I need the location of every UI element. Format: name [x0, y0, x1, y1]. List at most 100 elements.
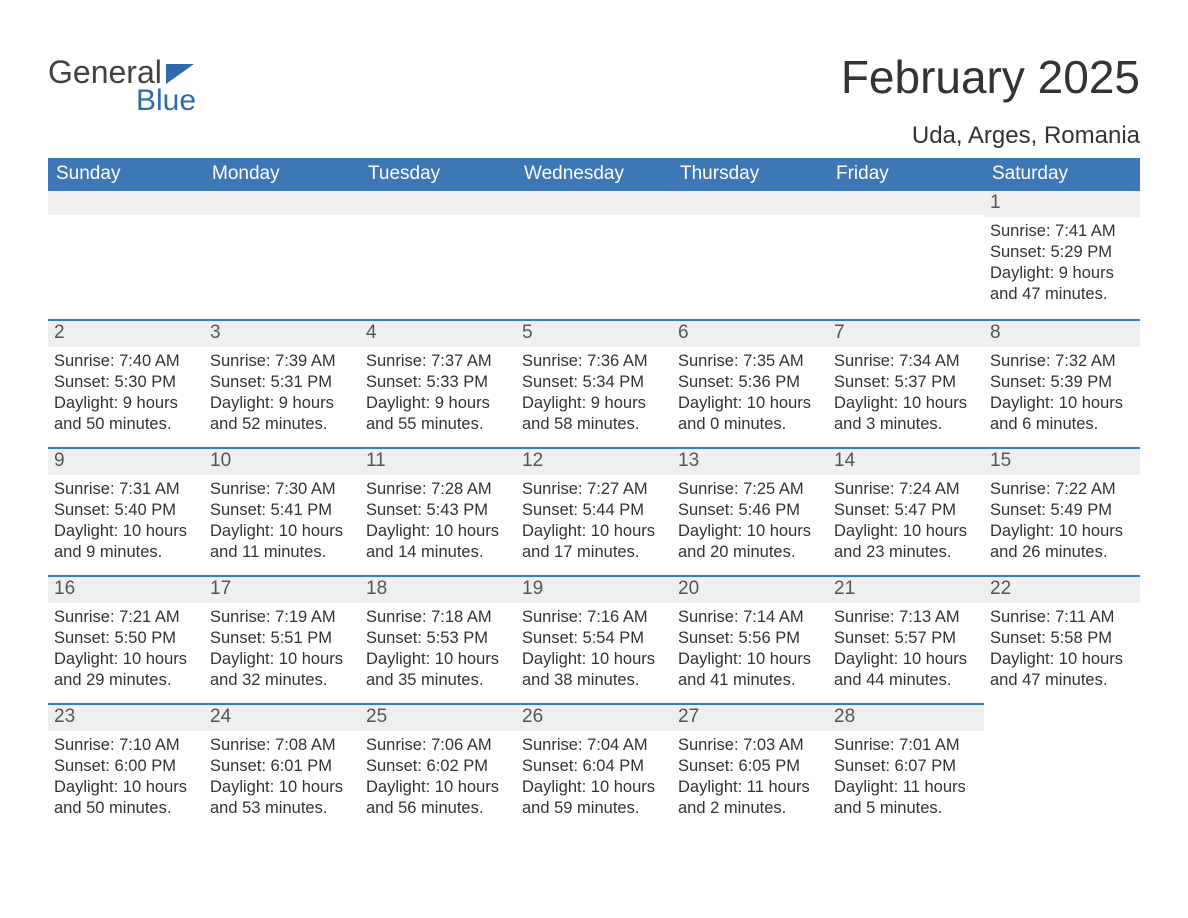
day-number: 19 — [516, 575, 672, 603]
sunrise-line: Sunrise: 7:18 AM — [366, 607, 510, 628]
sunrise-line: Sunrise: 7:04 AM — [522, 735, 666, 756]
daylight-line: Daylight: 10 hours and 32 minutes. — [210, 649, 354, 691]
sunset-line: Sunset: 5:50 PM — [54, 628, 198, 649]
sunset-line: Sunset: 5:29 PM — [990, 242, 1134, 263]
calendar-row: 2Sunrise: 7:40 AMSunset: 5:30 PMDaylight… — [48, 319, 1140, 447]
sunrise-line: Sunrise: 7:37 AM — [366, 351, 510, 372]
daylight-line: Daylight: 10 hours and 41 minutes. — [678, 649, 822, 691]
calendar-cell — [48, 191, 204, 319]
sunset-line: Sunset: 5:44 PM — [522, 500, 666, 521]
day-number: 14 — [828, 447, 984, 475]
sunrise-line: Sunrise: 7:11 AM — [990, 607, 1134, 628]
day-details: Sunrise: 7:41 AMSunset: 5:29 PMDaylight:… — [984, 217, 1140, 307]
sunrise-line: Sunrise: 7:35 AM — [678, 351, 822, 372]
sunrise-line: Sunrise: 7:19 AM — [210, 607, 354, 628]
day-number: 26 — [516, 703, 672, 731]
daylight-line: Daylight: 10 hours and 20 minutes. — [678, 521, 822, 563]
sunset-line: Sunset: 5:58 PM — [990, 628, 1134, 649]
calendar-cell: 17Sunrise: 7:19 AMSunset: 5:51 PMDayligh… — [204, 575, 360, 703]
weekday-header-row: Sunday Monday Tuesday Wednesday Thursday… — [48, 158, 1140, 191]
day-details: Sunrise: 7:11 AMSunset: 5:58 PMDaylight:… — [984, 603, 1140, 693]
day-number: 27 — [672, 703, 828, 731]
daylight-line: Daylight: 9 hours and 52 minutes. — [210, 393, 354, 435]
daylight-line: Daylight: 10 hours and 50 minutes. — [54, 777, 198, 819]
day-details: Sunrise: 7:14 AMSunset: 5:56 PMDaylight:… — [672, 603, 828, 693]
weekday-header: Friday — [828, 158, 984, 191]
calendar-cell: 1Sunrise: 7:41 AMSunset: 5:29 PMDaylight… — [984, 191, 1140, 319]
calendar-cell: 8Sunrise: 7:32 AMSunset: 5:39 PMDaylight… — [984, 319, 1140, 447]
daylight-line: Daylight: 10 hours and 53 minutes. — [210, 777, 354, 819]
daylight-line: Daylight: 10 hours and 44 minutes. — [834, 649, 978, 691]
day-details: Sunrise: 7:21 AMSunset: 5:50 PMDaylight:… — [48, 603, 204, 693]
day-number: 13 — [672, 447, 828, 475]
day-number: 21 — [828, 575, 984, 603]
sunrise-line: Sunrise: 7:41 AM — [990, 221, 1134, 242]
calendar-cell: 23Sunrise: 7:10 AMSunset: 6:00 PMDayligh… — [48, 703, 204, 831]
location: Uda, Arges, Romania — [841, 122, 1140, 150]
daylight-line: Daylight: 11 hours and 5 minutes. — [834, 777, 978, 819]
day-number: 9 — [48, 447, 204, 475]
empty-daynum — [516, 191, 672, 215]
calendar-cell — [204, 191, 360, 319]
day-number: 3 — [204, 319, 360, 347]
sunset-line: Sunset: 5:31 PM — [210, 372, 354, 393]
calendar-cell: 5Sunrise: 7:36 AMSunset: 5:34 PMDaylight… — [516, 319, 672, 447]
day-number: 16 — [48, 575, 204, 603]
day-details: Sunrise: 7:27 AMSunset: 5:44 PMDaylight:… — [516, 475, 672, 565]
sunrise-line: Sunrise: 7:14 AM — [678, 607, 822, 628]
day-number: 1 — [984, 191, 1140, 217]
sunrise-line: Sunrise: 7:16 AM — [522, 607, 666, 628]
empty-daynum — [672, 191, 828, 215]
daylight-line: Daylight: 10 hours and 17 minutes. — [522, 521, 666, 563]
day-number: 7 — [828, 319, 984, 347]
day-number: 22 — [984, 575, 1140, 603]
sunrise-line: Sunrise: 7:06 AM — [366, 735, 510, 756]
sunset-line: Sunset: 5:47 PM — [834, 500, 978, 521]
calendar-row: 23Sunrise: 7:10 AMSunset: 6:00 PMDayligh… — [48, 703, 1140, 831]
day-details: Sunrise: 7:22 AMSunset: 5:49 PMDaylight:… — [984, 475, 1140, 565]
day-number: 5 — [516, 319, 672, 347]
sunrise-line: Sunrise: 7:40 AM — [54, 351, 198, 372]
day-number: 10 — [204, 447, 360, 475]
sunrise-line: Sunrise: 7:39 AM — [210, 351, 354, 372]
sunset-line: Sunset: 5:54 PM — [522, 628, 666, 649]
calendar-cell: 14Sunrise: 7:24 AMSunset: 5:47 PMDayligh… — [828, 447, 984, 575]
sunset-line: Sunset: 5:41 PM — [210, 500, 354, 521]
calendar-cell: 16Sunrise: 7:21 AMSunset: 5:50 PMDayligh… — [48, 575, 204, 703]
day-details: Sunrise: 7:13 AMSunset: 5:57 PMDaylight:… — [828, 603, 984, 693]
calendar-cell: 27Sunrise: 7:03 AMSunset: 6:05 PMDayligh… — [672, 703, 828, 831]
header: General Blue February 2025 Uda, Arges, R… — [48, 50, 1140, 150]
daylight-line: Daylight: 10 hours and 59 minutes. — [522, 777, 666, 819]
day-number: 12 — [516, 447, 672, 475]
day-details: Sunrise: 7:24 AMSunset: 5:47 PMDaylight:… — [828, 475, 984, 565]
title-block: February 2025 Uda, Arges, Romania — [841, 50, 1140, 150]
sunset-line: Sunset: 6:05 PM — [678, 756, 822, 777]
day-number: 11 — [360, 447, 516, 475]
day-number: 2 — [48, 319, 204, 347]
day-details: Sunrise: 7:30 AMSunset: 5:41 PMDaylight:… — [204, 475, 360, 565]
sunset-line: Sunset: 5:39 PM — [990, 372, 1134, 393]
day-number: 18 — [360, 575, 516, 603]
day-number: 20 — [672, 575, 828, 603]
sunset-line: Sunset: 5:30 PM — [54, 372, 198, 393]
sunset-line: Sunset: 6:00 PM — [54, 756, 198, 777]
day-number: 24 — [204, 703, 360, 731]
calendar-cell: 2 Sunrise: 7:40 AMSunset: 5:30 PMDaylight… — [48, 319, 204, 447]
daylight-line: Daylight: 9 hours and 50 minutes. — [54, 393, 198, 435]
sunset-line: Sunset: 5:37 PM — [834, 372, 978, 393]
calendar-cell — [984, 703, 1140, 831]
daylight-line: Daylight: 9 hours and 55 minutes. — [366, 393, 510, 435]
sunrise-line: Sunrise: 7:31 AM — [54, 479, 198, 500]
calendar-cell: 18Sunrise: 7:18 AMSunset: 5:53 PMDayligh… — [360, 575, 516, 703]
sunrise-line: Sunrise: 7:36 AM — [522, 351, 666, 372]
day-details: Sunrise: 7:03 AMSunset: 6:05 PMDaylight:… — [672, 731, 828, 821]
sunrise-line: Sunrise: 7:13 AM — [834, 607, 978, 628]
calendar-cell: 6Sunrise: 7:35 AMSunset: 5:36 PMDaylight… — [672, 319, 828, 447]
day-details: Sunrise: 7:19 AMSunset: 5:51 PMDaylight:… — [204, 603, 360, 693]
day-details: Sunrise: 7:35 AMSunset: 5:36 PMDaylight:… — [672, 347, 828, 437]
sunset-line: Sunset: 5:36 PM — [678, 372, 822, 393]
sunset-line: Sunset: 6:04 PM — [522, 756, 666, 777]
sunset-line: Sunset: 5:56 PM — [678, 628, 822, 649]
daylight-line: Daylight: 10 hours and 26 minutes. — [990, 521, 1134, 563]
empty-daynum — [204, 191, 360, 215]
